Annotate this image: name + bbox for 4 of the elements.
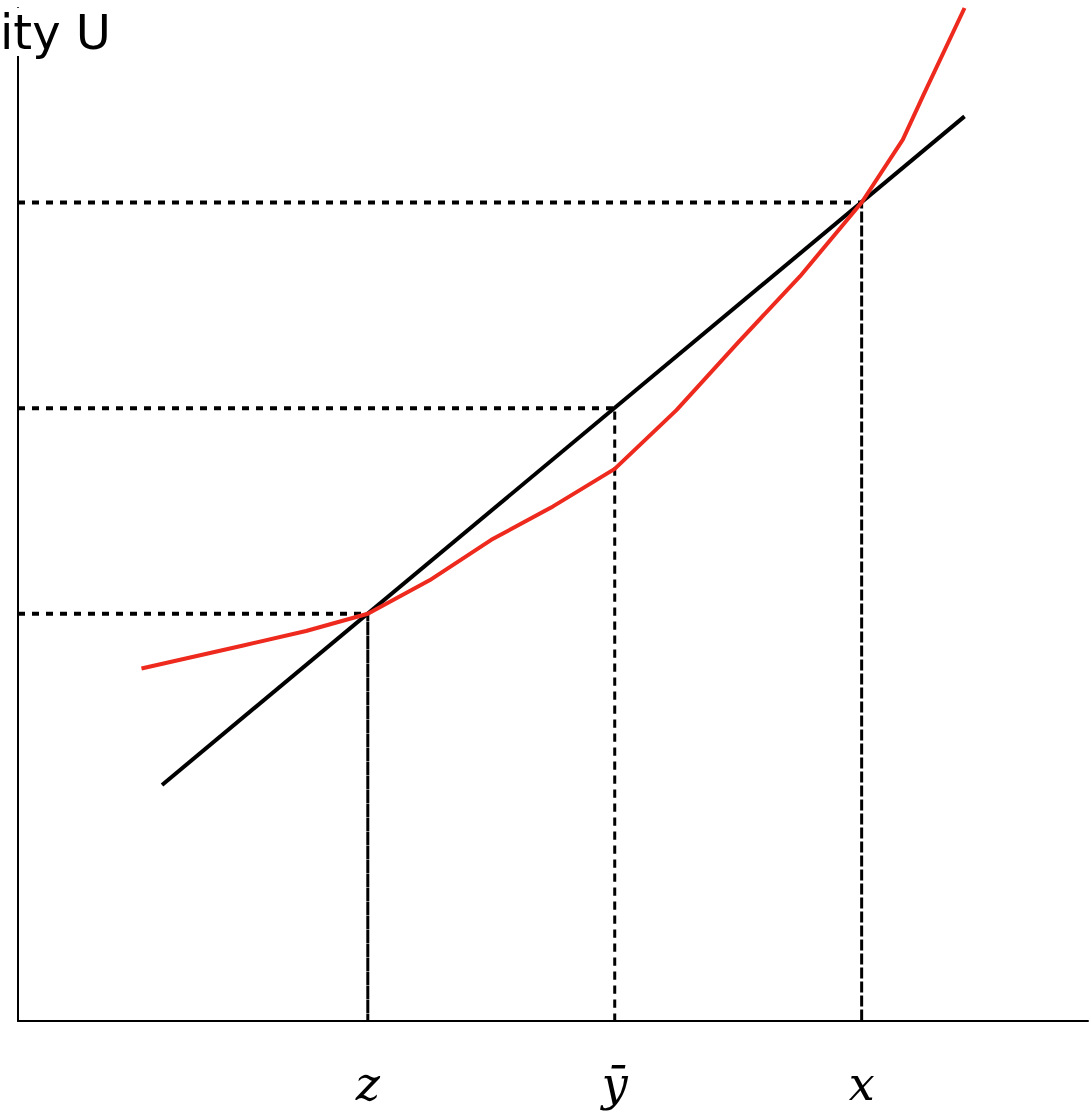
- x-tick-label: ȳ: [599, 1057, 629, 1111]
- x-tick-label: z: [354, 1057, 381, 1111]
- y-axis-title: ity U: [0, 4, 111, 60]
- x-tick-label: x: [848, 1057, 875, 1111]
